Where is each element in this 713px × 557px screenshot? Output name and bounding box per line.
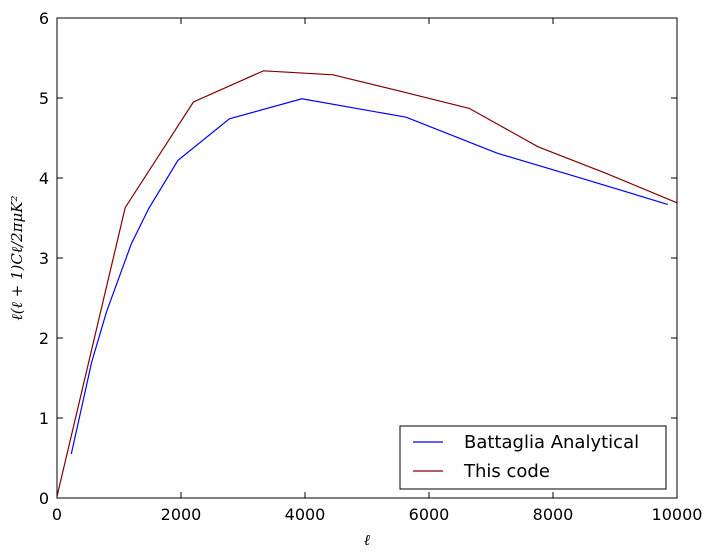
x-tick-label: 8000 (533, 505, 574, 524)
legend: Battaglia Analytical This code (399, 425, 667, 490)
legend-label-this-code: This code (463, 461, 550, 482)
y-axis-label: ℓ(ℓ + 1)Cℓ/2πμK² (8, 196, 26, 321)
x-tick-label: 4000 (285, 505, 326, 524)
y-tick-label: 5 (39, 89, 49, 108)
x-tick-label: 0 (52, 505, 62, 524)
legend-label-battaglia-analytical: Battaglia Analytical (464, 432, 639, 453)
plot-area (57, 18, 677, 498)
series-layer (56, 70, 678, 497)
legend-box (399, 425, 667, 490)
x-tick-label: 2000 (161, 505, 202, 524)
series-line-this-code (56, 70, 678, 497)
y-tick-label: 3 (39, 249, 49, 268)
tick-layer: 0 2000 4000 6000 8000 10000 0 1 2 3 4 5 6 (39, 9, 703, 524)
y-tick-label: 4 (39, 169, 49, 188)
y-tick-label: 6 (39, 9, 49, 28)
x-tick-label: 6000 (409, 505, 450, 524)
y-tick-label: 0 (39, 489, 49, 508)
y-tick-label: 2 (39, 329, 49, 348)
y-tick-label: 1 (39, 409, 49, 428)
x-tick-label: 10000 (652, 505, 703, 524)
series-line-battaglia-analytical (70, 98, 668, 455)
x-axis-label: ℓ (364, 531, 370, 549)
